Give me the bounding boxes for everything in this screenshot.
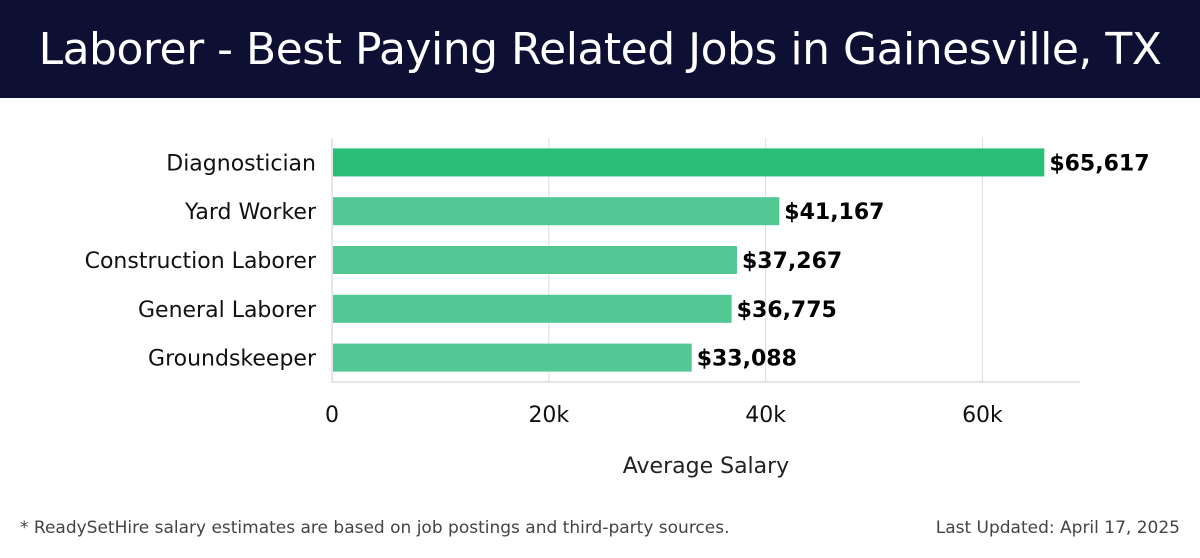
- bar: [333, 197, 780, 226]
- x-axis-label: Average Salary: [623, 454, 789, 479]
- bar: [333, 343, 692, 372]
- category-label: Yard Worker: [184, 200, 317, 225]
- title-banner: Laborer - Best Paying Related Jobs in Ga…: [0, 0, 1200, 98]
- last-updated: Last Updated: April 17, 2025: [935, 518, 1180, 538]
- value-labels: $65,617 $41,167 $37,267 $36,775 $33,088: [697, 151, 1150, 371]
- x-tick-label: 60k: [962, 403, 1003, 428]
- value-label: $37,267: [742, 249, 842, 274]
- value-label: $36,775: [737, 298, 837, 323]
- bar: [333, 246, 737, 274]
- value-label: $41,167: [784, 200, 884, 225]
- category-labels: Diagnostician Yard Worker Construction Lab…: [85, 151, 317, 371]
- category-label: Construction Laborer: [85, 249, 317, 274]
- bar: [333, 294, 732, 323]
- salary-bar-chart: Diagnostician Yard Worker Construction Lab…: [85, 138, 1150, 479]
- category-label: Groundskeeper: [148, 347, 317, 372]
- bar: [333, 148, 1045, 177]
- x-tick-label: 0: [325, 403, 339, 428]
- chart-title: Laborer - Best Paying Related Jobs in Ga…: [38, 23, 1162, 75]
- value-label: $33,088: [697, 347, 797, 372]
- category-label: General Laborer: [138, 298, 317, 323]
- bars: [333, 148, 1045, 372]
- value-label: $65,617: [1049, 151, 1149, 176]
- x-tick-label: 40k: [745, 403, 786, 428]
- category-label: Diagnostician: [166, 151, 316, 176]
- x-axis-ticks: 0 20k 40k 60k: [325, 403, 1003, 428]
- grid-lines: [331, 138, 1080, 383]
- x-tick-label: 20k: [528, 403, 569, 428]
- footer-note: * ReadySetHire salary estimates are base…: [20, 518, 730, 538]
